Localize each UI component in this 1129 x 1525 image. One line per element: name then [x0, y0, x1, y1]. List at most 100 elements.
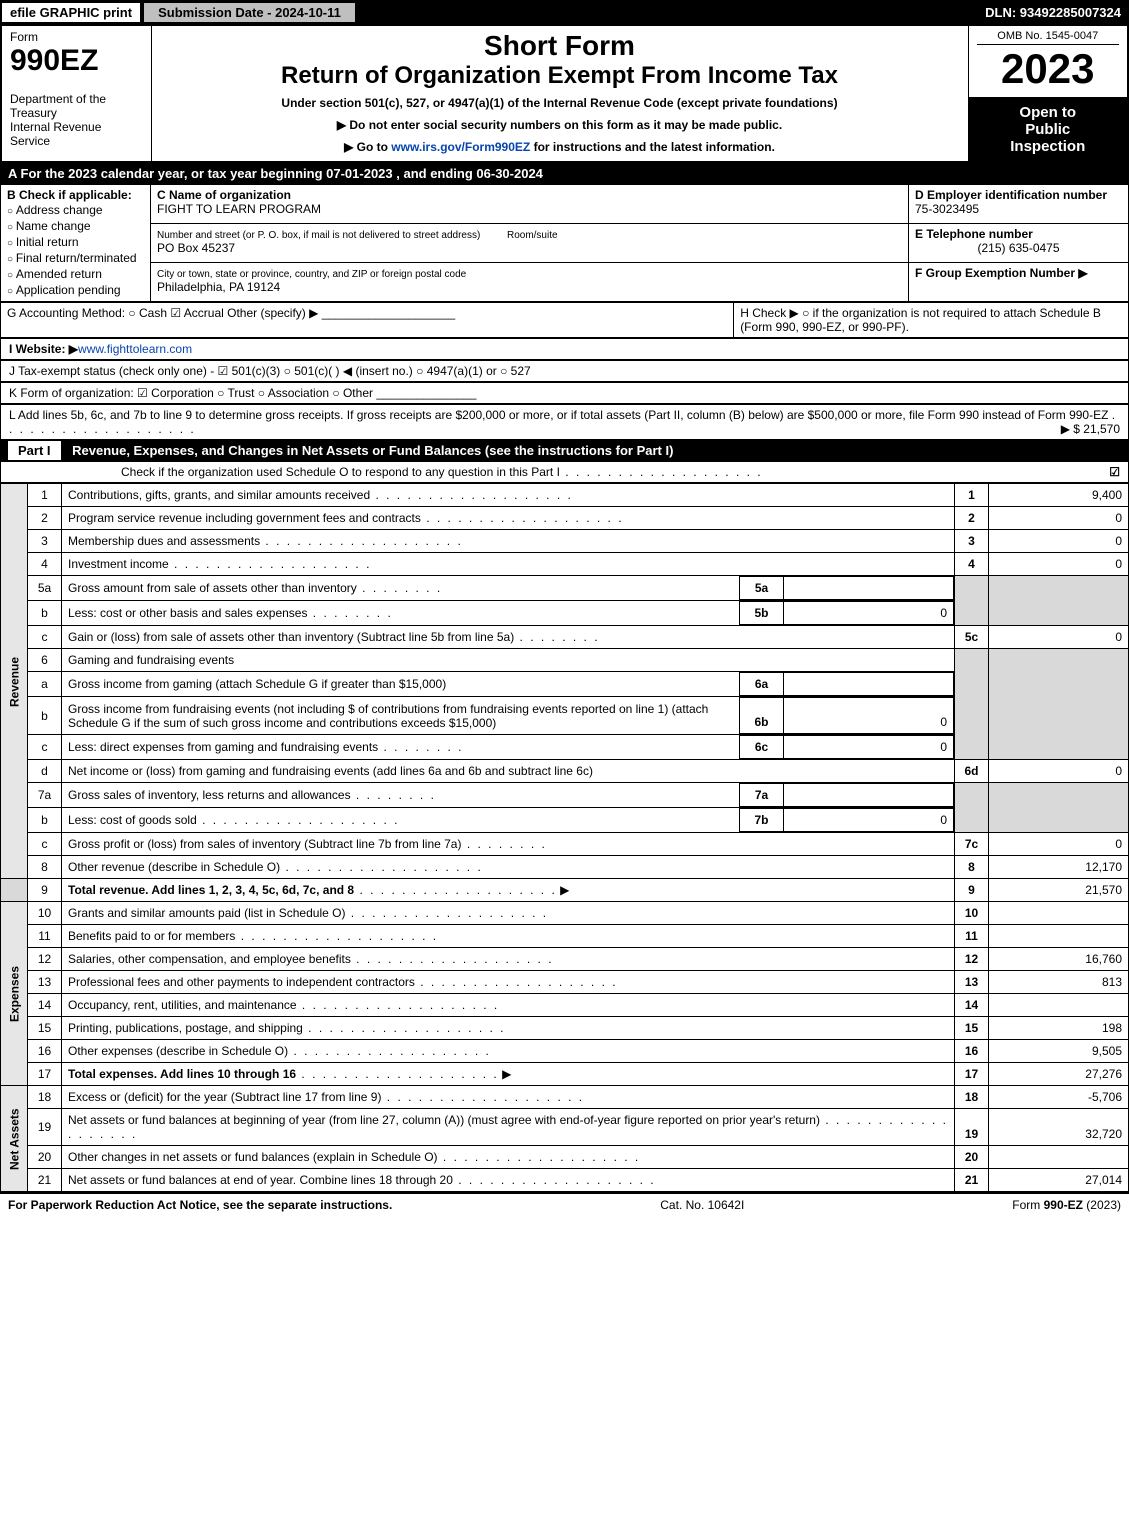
top-bar: efile GRAPHIC print Submission Date - 20… [0, 0, 1129, 24]
title-main: Return of Organization Exempt From Incom… [160, 62, 960, 90]
row-13-desc: Professional fees and other payments to … [62, 971, 955, 994]
line-a: A For the 2023 calendar year, or tax yea… [0, 163, 1129, 184]
row-9-value: 21,570 [989, 879, 1129, 902]
inspection-notice: Open to Public Inspection [969, 98, 1128, 161]
row-6d-desc: Net income or (loss) from gaming and fun… [62, 760, 955, 783]
row-21-desc: Net assets or fund balances at end of ye… [62, 1169, 955, 1192]
website-link[interactable]: www.fighttolearn.com [78, 342, 192, 356]
row-5a-desc: Gross amount from sale of assets other t… [62, 577, 740, 600]
lines-g-h: G Accounting Method: ○ Cash ☑ Accrual Ot… [0, 302, 1129, 338]
note-goto: ▶ Go to www.irs.gov/Form990EZ for instru… [160, 140, 960, 154]
row-17-value: 27,276 [989, 1063, 1129, 1086]
financial-table: Revenue 1 Contributions, gifts, grants, … [0, 483, 1129, 1192]
row-2-desc: Program service revenue including govern… [62, 507, 955, 530]
form-label: Form [10, 30, 38, 44]
section-c-city: City or town, state or province, country… [151, 263, 909, 302]
dln: DLN: 93492285007324 [977, 3, 1129, 22]
submission-date: Submission Date - 2024-10-11 [142, 1, 357, 24]
line-g: G Accounting Method: ○ Cash ☑ Accrual Ot… [1, 303, 734, 338]
row-4-desc: Investment income [62, 553, 955, 576]
row-6b-value: 0 [784, 698, 954, 734]
row-7b-desc: Less: cost of goods sold [62, 809, 740, 832]
omb-number: OMB No. 1545-0047 [977, 30, 1120, 45]
row-5a-value [784, 577, 954, 600]
row-14-desc: Occupancy, rent, utilities, and maintena… [62, 994, 955, 1017]
check-final-return[interactable]: Final return/terminated [7, 250, 144, 266]
section-b: B Check if applicable: Address change Na… [1, 185, 151, 302]
row-17-desc: Total expenses. Add lines 10 through 16 … [62, 1063, 955, 1086]
line-h: H Check ▶ ○ if the organization is not r… [734, 303, 1129, 338]
row-7a-value [784, 784, 954, 807]
row-8-value: 12,170 [989, 856, 1129, 879]
row-5b-value: 0 [784, 602, 954, 625]
row-7b-value: 0 [784, 809, 954, 832]
row-5c-desc: Gain or (loss) from sale of assets other… [62, 626, 955, 649]
dept-treasury: Department of the Treasury [10, 92, 106, 120]
line-j: J Tax-exempt status (check only one) - ☑… [0, 360, 1129, 382]
page-footer: For Paperwork Reduction Act Notice, see … [0, 1192, 1129, 1216]
row-19-desc: Net assets or fund balances at beginning… [62, 1109, 955, 1146]
row-20-desc: Other changes in net assets or fund bala… [62, 1146, 955, 1169]
revenue-side-label: Revenue [1, 484, 28, 879]
section-c-name: C Name of organization FIGHT TO LEARN PR… [151, 185, 909, 224]
row-19-value: 32,720 [989, 1109, 1129, 1146]
efile-print-button[interactable]: efile GRAPHIC print [0, 1, 142, 24]
row-18-value: -5,706 [989, 1086, 1129, 1109]
row-20-value [989, 1146, 1129, 1169]
catalog-number: Cat. No. 10642I [660, 1198, 744, 1212]
row-16-desc: Other expenses (describe in Schedule O) [62, 1040, 955, 1063]
row-6c-desc: Less: direct expenses from gaming and fu… [62, 736, 740, 759]
note-ssn: ▶ Do not enter social security numbers o… [160, 118, 960, 132]
part-i-check: Check if the organization used Schedule … [0, 461, 1129, 483]
row-1-desc: Contributions, gifts, grants, and simila… [62, 484, 955, 507]
part-i-header: Part I Revenue, Expenses, and Changes in… [0, 440, 1129, 461]
row-2-value: 0 [989, 507, 1129, 530]
row-14-value [989, 994, 1129, 1017]
row-6c-value: 0 [784, 736, 954, 759]
row-6d-value: 0 [989, 760, 1129, 783]
row-10-desc: Grants and similar amounts paid (list in… [62, 902, 955, 925]
row-12-value: 16,760 [989, 948, 1129, 971]
check-application-pending[interactable]: Application pending [7, 282, 144, 298]
form-number: 990EZ [10, 44, 98, 77]
netassets-side-label: Net Assets [1, 1086, 28, 1192]
check-address-change[interactable]: Address change [7, 202, 144, 218]
row-7c-desc: Gross profit or (loss) from sales of inv… [62, 833, 955, 856]
check-initial-return[interactable]: Initial return [7, 234, 144, 250]
row-18-desc: Excess or (deficit) for the year (Subtra… [62, 1086, 955, 1109]
row-3-desc: Membership dues and assessments [62, 530, 955, 553]
line-l: L Add lines 5b, 6c, and 7b to line 9 to … [0, 404, 1129, 440]
row-5b-desc: Less: cost or other basis and sales expe… [62, 602, 740, 625]
row-8-desc: Other revenue (describe in Schedule O) [62, 856, 955, 879]
row-4-value: 0 [989, 553, 1129, 576]
section-f: F Group Exemption Number ▶ [909, 263, 1129, 302]
section-e: E Telephone number (215) 635-0475 [909, 224, 1129, 263]
line-k: K Form of organization: ☑ Corporation ○ … [0, 382, 1129, 404]
title-sub: Under section 501(c), 527, or 4947(a)(1)… [160, 96, 960, 110]
row-16-value: 9,505 [989, 1040, 1129, 1063]
check-amended-return[interactable]: Amended return [7, 266, 144, 282]
row-7c-value: 0 [989, 833, 1129, 856]
row-21-value: 27,014 [989, 1169, 1129, 1192]
form-page-ref: Form 990-EZ (2023) [1012, 1198, 1121, 1212]
row-7a-desc: Gross sales of inventory, less returns a… [62, 784, 740, 807]
irs-label: Internal Revenue Service [10, 120, 101, 148]
expenses-side-label: Expenses [1, 902, 28, 1086]
row-6a-value [784, 673, 954, 696]
row-9-desc: Total revenue. Add lines 1, 2, 3, 4, 5c,… [62, 879, 955, 902]
check-name-change[interactable]: Name change [7, 218, 144, 234]
row-6a-desc: Gross income from gaming (attach Schedul… [62, 673, 740, 696]
section-c-street: Number and street (or P. O. box, if mail… [151, 224, 909, 263]
row-6-desc: Gaming and fundraising events [62, 649, 955, 672]
tax-year: 2023 [977, 45, 1120, 93]
row-11-desc: Benefits paid to or for members [62, 925, 955, 948]
irs-link[interactable]: www.irs.gov/Form990EZ [391, 140, 530, 154]
form-header: Form 990EZ Department of the Treasury In… [0, 24, 1129, 163]
paperwork-notice: For Paperwork Reduction Act Notice, see … [8, 1198, 392, 1212]
row-12-desc: Salaries, other compensation, and employ… [62, 948, 955, 971]
row-15-value: 198 [989, 1017, 1129, 1040]
row-15-desc: Printing, publications, postage, and shi… [62, 1017, 955, 1040]
row-13-value: 813 [989, 971, 1129, 994]
org-info-block: B Check if applicable: Address change Na… [0, 184, 1129, 302]
line-i: I Website: ▶www.fighttolearn.com [0, 338, 1129, 360]
